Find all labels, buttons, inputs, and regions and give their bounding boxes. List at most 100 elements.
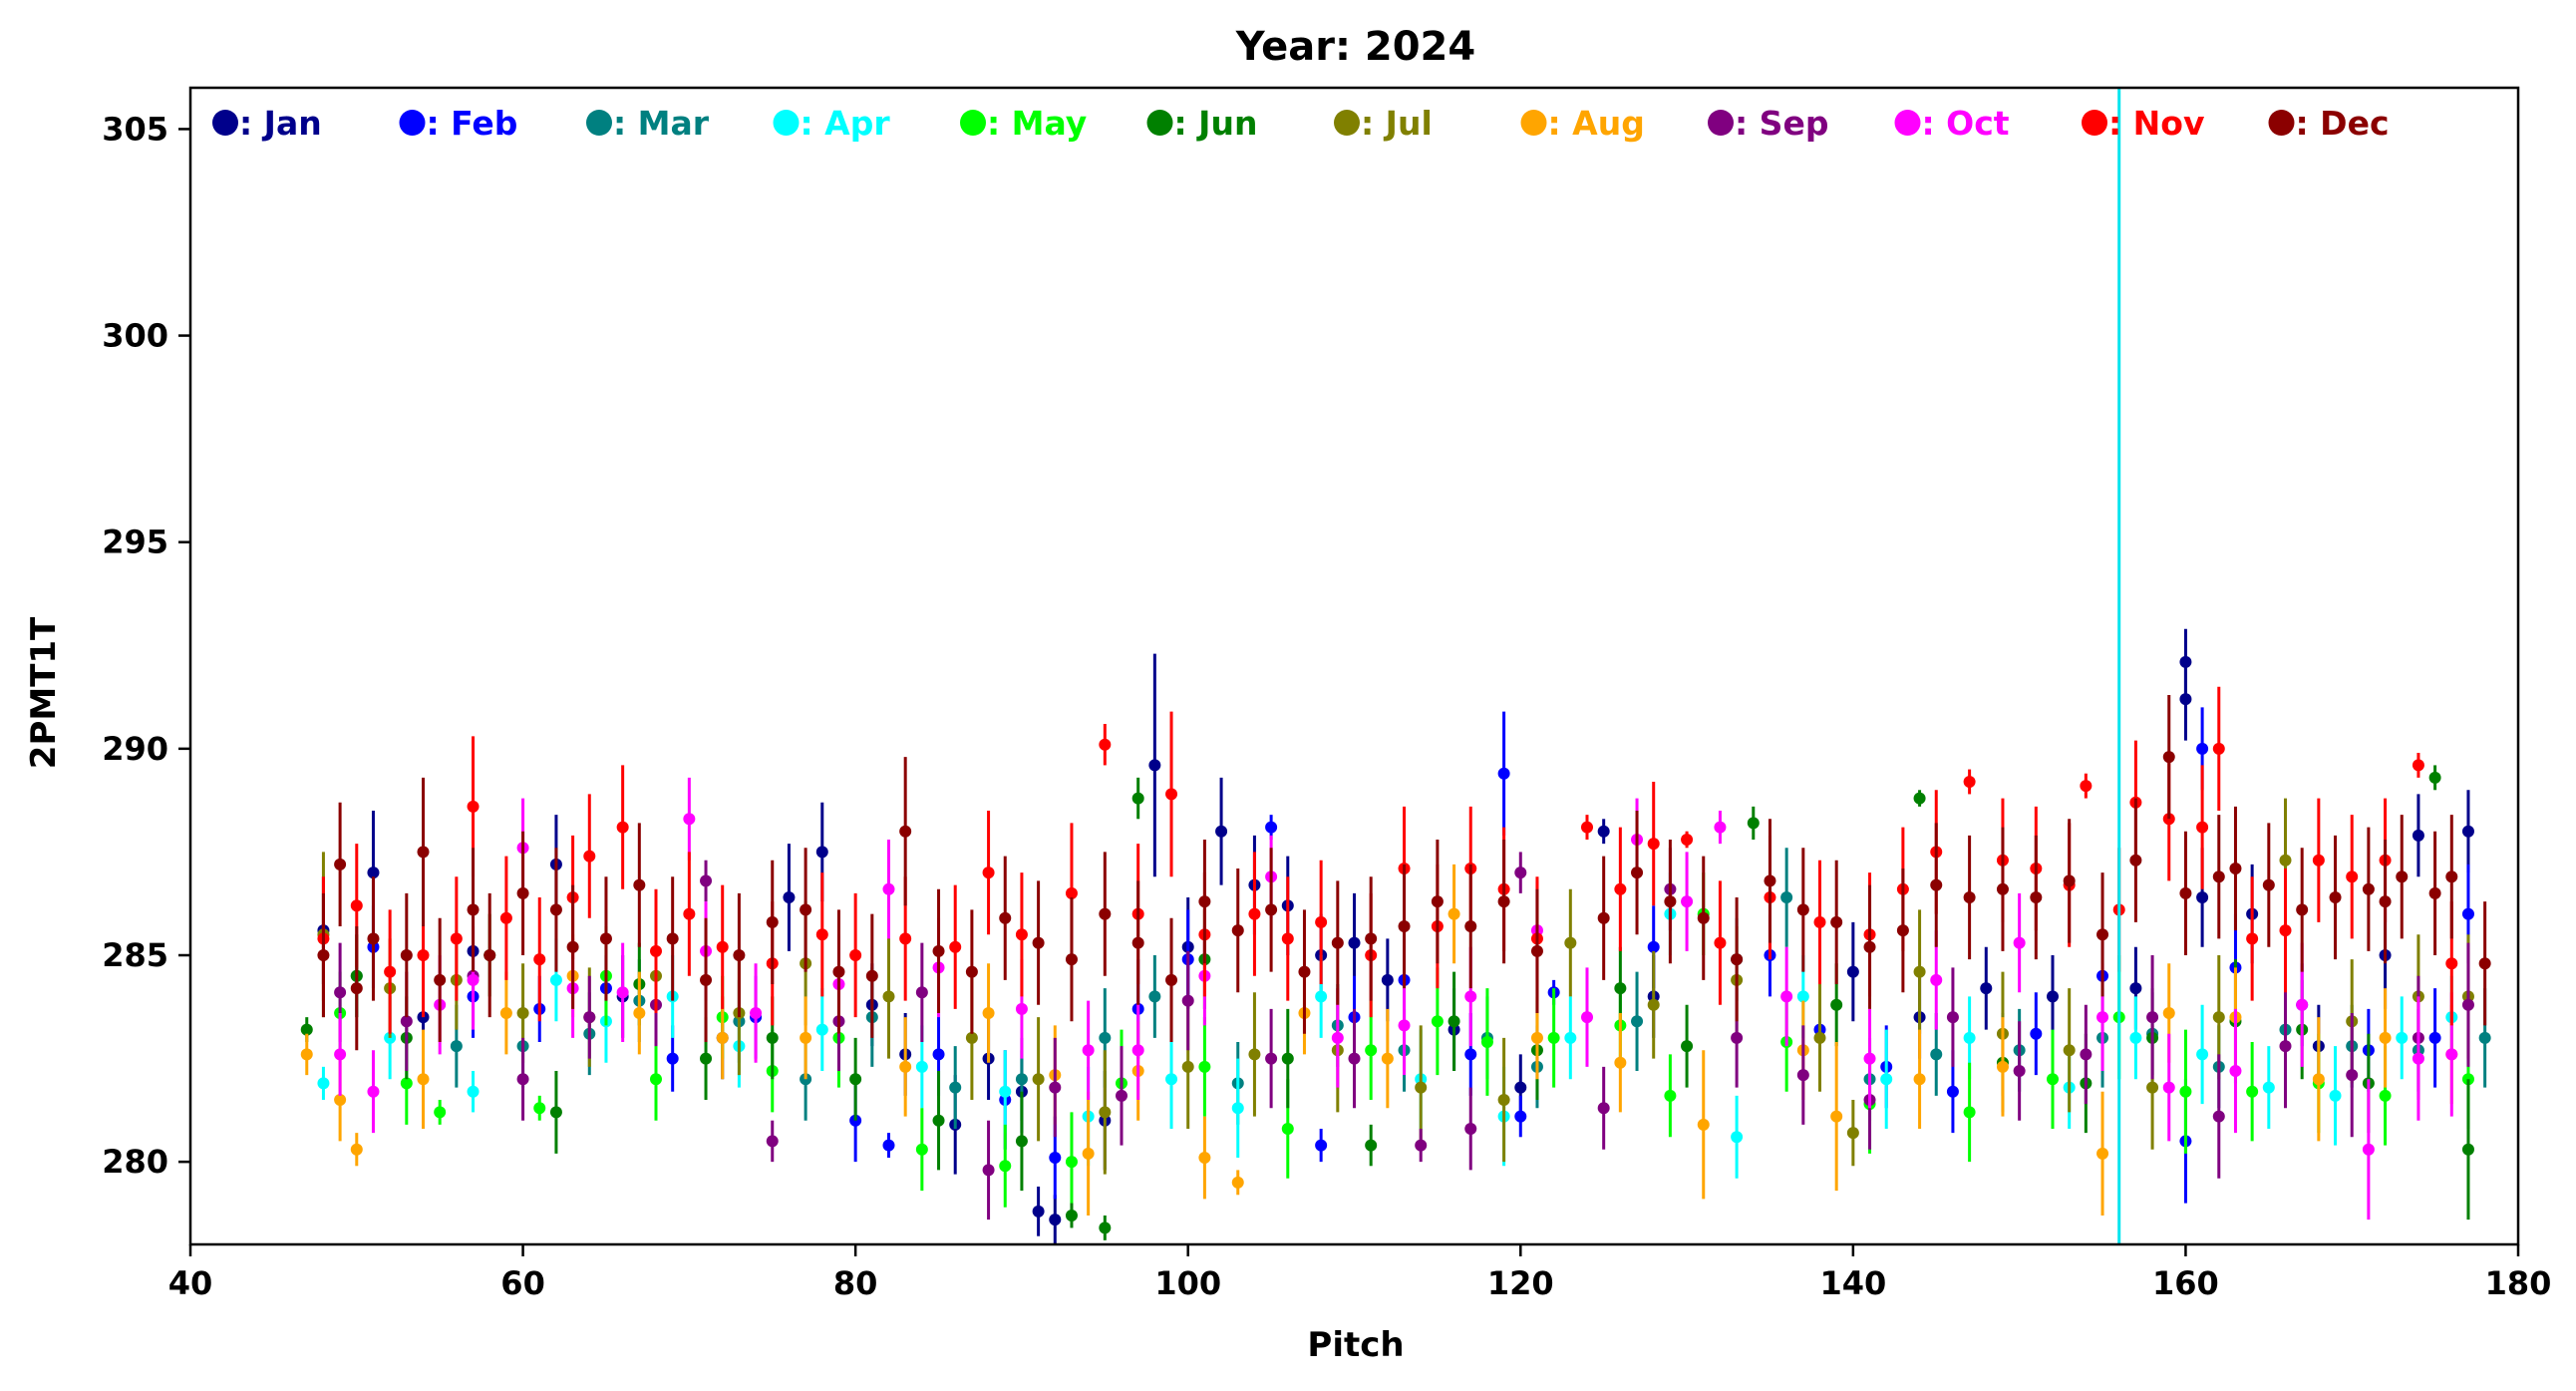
data-point (1348, 1052, 1361, 1065)
data-point (1913, 965, 1926, 978)
data-point (1099, 738, 1112, 751)
data-point (1331, 936, 1344, 949)
data-point (683, 907, 696, 920)
data-point (2080, 780, 2093, 793)
data-point (1398, 1019, 1411, 1032)
data-point (716, 1031, 729, 1044)
data-point (1131, 792, 1144, 805)
data-point (1796, 903, 1809, 916)
legend-marker (212, 110, 238, 136)
legend-marker (586, 110, 612, 136)
data-point (1431, 1015, 1444, 1028)
data-point (2461, 907, 2474, 920)
data-point (999, 1160, 1012, 1173)
data-point (1315, 1139, 1328, 1152)
axes: 40 60 80 100 120 140 160 180 280 285 290 295 300 305 (102, 86, 2551, 1302)
y-tick-label: 305 (102, 110, 168, 148)
data-point (1896, 924, 1909, 937)
data-point (1198, 895, 1211, 908)
data-point (1497, 895, 1510, 908)
data-point (666, 932, 679, 945)
data-point (1830, 998, 1843, 1011)
data-point (633, 1007, 646, 1019)
data-point (1365, 1044, 1378, 1057)
data-point (1564, 1031, 1577, 1044)
data-point (450, 932, 463, 945)
data-point (1664, 1089, 1677, 1102)
data-point (2461, 1143, 2474, 1156)
data-point (1464, 920, 1477, 932)
data-point (450, 1040, 463, 1053)
data-point (400, 1015, 413, 1028)
data-point (766, 1135, 779, 1148)
data-point (549, 973, 562, 986)
data-point (566, 940, 579, 953)
data-point (434, 973, 447, 986)
data-point (1581, 1011, 1593, 1024)
data-point (1065, 1156, 1078, 1169)
data-point (982, 867, 995, 879)
data-point (1963, 1106, 1976, 1119)
data-point (1946, 1011, 1959, 1024)
data-point (800, 1031, 812, 1044)
x-tick-label: 40 (168, 1264, 213, 1302)
legend-item: : Aug (1520, 104, 1645, 143)
legend-marker (1334, 110, 1360, 136)
data-point (1015, 1073, 1028, 1086)
data-point (1331, 1031, 1344, 1044)
data-point (1181, 994, 1194, 1007)
data-point (499, 1007, 512, 1019)
data-point (417, 949, 430, 961)
data-point (1614, 982, 1627, 995)
data-point (2445, 870, 2458, 883)
legend-item: : Sep (1708, 104, 1828, 143)
data-point (1148, 990, 1161, 1003)
data-point (400, 949, 413, 961)
data-point (1996, 1060, 2009, 1073)
data-point (2362, 882, 2375, 895)
data-point (1930, 1048, 1943, 1061)
data-point (650, 1073, 662, 1086)
data-point (965, 965, 978, 978)
data-point (1830, 915, 1843, 928)
data-point (2478, 1031, 2491, 1044)
data-point (1547, 1031, 1560, 1044)
legend-label: : Apr (801, 104, 891, 143)
data-point (1131, 936, 1144, 949)
data-point (1681, 895, 1694, 908)
data-point (1148, 759, 1161, 772)
data-point (2312, 1073, 2325, 1086)
data-point (2312, 854, 2325, 867)
legend-label: : Feb (427, 104, 518, 143)
data-point (683, 813, 696, 826)
data-point (1415, 1139, 1428, 1152)
data-point (1231, 1102, 1244, 1115)
data-point (1032, 1073, 1045, 1086)
data-point (350, 1143, 363, 1156)
data-point (1082, 1147, 1095, 1160)
data-point (1431, 895, 1444, 908)
data-point (1265, 903, 1278, 916)
data-point (1165, 1073, 1178, 1086)
data-point (1631, 1015, 1644, 1028)
data-point (1946, 1085, 1959, 1098)
legend-item: : Jun (1146, 104, 1257, 143)
data-marks (300, 88, 2491, 1244)
data-point (467, 973, 480, 986)
data-point (700, 874, 713, 887)
data-point (1348, 936, 1361, 949)
data-point (1082, 1044, 1095, 1057)
x-tick-label: 60 (500, 1264, 545, 1302)
data-point (899, 1060, 912, 1073)
data-point (1731, 1031, 1744, 1044)
legend-item: : Dec (2268, 104, 2390, 143)
data-point (999, 1085, 1012, 1098)
data-point (467, 800, 480, 813)
data-point (1681, 834, 1694, 846)
data-point (1480, 1036, 1493, 1048)
data-point (367, 1085, 380, 1098)
data-point (2478, 957, 2491, 970)
data-point (417, 1073, 430, 1086)
